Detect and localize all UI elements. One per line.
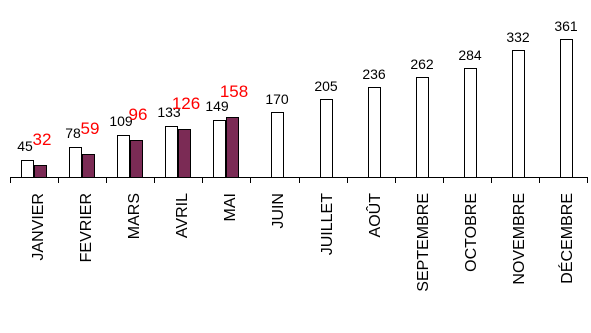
value-label-series2: 59 [81, 119, 100, 138]
x-axis-ticks [10, 177, 588, 183]
bars-layer [21, 39, 573, 178]
value-label: 78 [65, 125, 81, 141]
bar-fevrier-series2 [82, 154, 95, 178]
bar-fevrier [69, 147, 82, 178]
bar-août [368, 87, 381, 178]
bar-juillet [320, 99, 333, 178]
value-label: 170 [265, 91, 289, 107]
value-label-series2: 32 [33, 130, 52, 149]
value-label: 205 [314, 78, 338, 94]
bar-mai [213, 120, 226, 178]
category-labels-layer: JANVIER FEVRIER MARS AVRIL MAI JUIN JUILLET AOÛ… [30, 193, 576, 292]
category-label-septembre: SEPTEMBRE [415, 193, 432, 292]
category-label-juin: JUIN [270, 193, 287, 229]
bar-juin [271, 112, 284, 178]
bar-mars-series2 [130, 140, 143, 178]
bar-décembre [560, 39, 573, 178]
category-label-fevrier: FEVRIER [78, 193, 95, 262]
category-label-mars: MARS [126, 193, 143, 239]
value-label: 133 [157, 104, 181, 120]
value-label-series2: 96 [129, 105, 148, 124]
value-label: 262 [410, 56, 434, 72]
value-label-series2: 158 [220, 82, 248, 101]
bar-avril [165, 126, 178, 178]
bar-octobre [464, 68, 477, 178]
bar-mai-series2 [226, 117, 239, 178]
category-label-août: AOÛT [365, 193, 384, 238]
value-label: 332 [506, 29, 530, 45]
bar-mars [117, 135, 130, 178]
category-label-juillet: JUILLET [319, 193, 336, 255]
bar-janvier-series2 [34, 165, 47, 178]
value-label: 45 [17, 138, 33, 154]
category-label-avril: AVRIL [174, 193, 191, 238]
category-label-octobre: OCTOBRE [463, 193, 480, 272]
bar-janvier [21, 160, 34, 178]
value-label: 284 [458, 47, 482, 63]
category-label-décembre: DÉCEMBRE [557, 193, 576, 284]
category-label-mai: MAI [222, 193, 239, 221]
value-label-series2: 126 [172, 94, 200, 113]
category-label-novembre: NOVEMBRE [511, 193, 528, 285]
value-label: 109 [109, 113, 133, 129]
value-label: 361 [554, 18, 578, 34]
category-label-janvier: JANVIER [30, 193, 47, 261]
bar-novembre [512, 50, 525, 178]
bar-septembre [416, 77, 429, 178]
bar-avril-series2 [178, 129, 191, 178]
value-label: 236 [362, 66, 386, 82]
value-label: 149 [205, 98, 229, 114]
